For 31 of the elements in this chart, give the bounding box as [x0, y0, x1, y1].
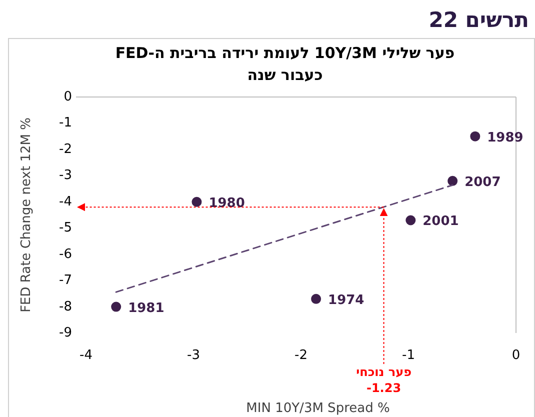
annotation: 1974 [328, 292, 364, 308]
point [470, 131, 480, 142]
annotation: 1989 [487, 130, 524, 146]
point [311, 294, 322, 304]
point [448, 176, 458, 186]
x-axis-title: MIN 10Y/3M Spread % [246, 401, 390, 416]
y-tick-label: -5 [59, 220, 72, 236]
annotation: 2001 [422, 214, 459, 230]
x-tick-label: -1 [402, 348, 415, 363]
annotation: 1981 [128, 300, 164, 316]
chart-subtitle: פער שלילי 10Y/3M לעומת ירידה בריבית ה-FED כעבור שנה [115, 43, 455, 86]
x-tick-label: -4 [80, 348, 92, 363]
y-tick-label: -1 [59, 116, 72, 131]
y-tick-label: -8 [59, 299, 72, 314]
y-tick-label: -4 [59, 194, 72, 210]
y-tick-label: -9 [59, 326, 72, 340]
point [406, 215, 416, 226]
y-axis-title: FED Rate Change next 12M % [19, 118, 34, 312]
point [111, 302, 122, 312]
x-tick-label: -2 [294, 348, 308, 363]
x-tick-label: -3 [187, 348, 200, 363]
x-tick-label: 0 [512, 348, 520, 363]
y-tick-label: -3 [59, 168, 72, 184]
annotation: 2007 [464, 174, 501, 190]
y-tick-label: -6 [59, 246, 72, 262]
y-tick-label: 0 [64, 90, 72, 104]
y-tick-label: -2 [59, 142, 72, 157]
point [192, 196, 202, 207]
annotation: 1980 [208, 196, 245, 211]
chart-title: תרשים 22 [428, 8, 529, 32]
y-tick-label: -7 [59, 273, 72, 288]
